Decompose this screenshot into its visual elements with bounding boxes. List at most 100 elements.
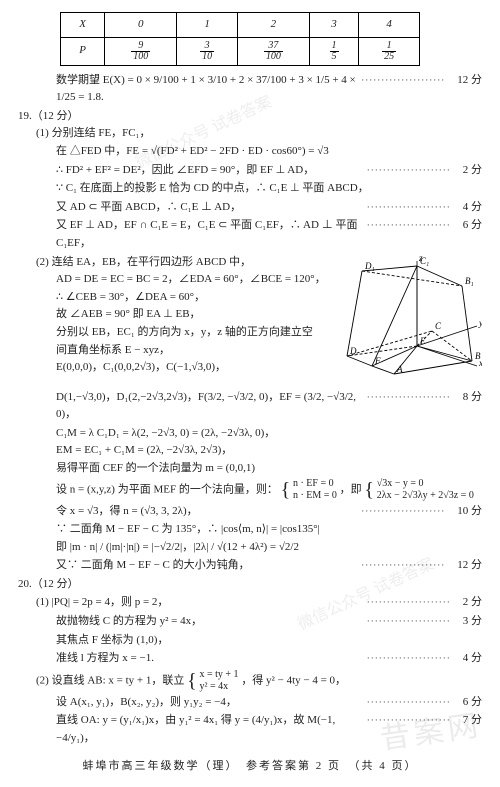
table-cell: 15 xyxy=(309,37,358,65)
dots xyxy=(363,389,455,407)
score: 3 分 xyxy=(455,613,482,631)
table-cell: X xyxy=(61,13,105,38)
eq-row: √3x − y = 0 xyxy=(377,478,424,489)
text: 设 n = (x,y,z) 为平面 MEF 的一个法向量，则： xyxy=(56,483,278,495)
text-line: D(1,−√3,0)，D₁(2,−2√3,2√3)，F(3/2, −√3/2, … xyxy=(18,389,482,424)
dots xyxy=(363,712,455,730)
text-line: (1) |PQ| = 2p = 4，则 p = 2， 2 分 xyxy=(18,594,482,612)
brace-icon: { xyxy=(364,481,374,499)
score: 10 分 xyxy=(449,503,482,521)
svg-text:D: D xyxy=(349,346,357,356)
text-line: 设 A(x₁, y₁)，B(x₂, y₂)，则 y₁y₂ = −4， 6 分 xyxy=(18,694,482,712)
svg-text:B₁: B₁ xyxy=(465,276,474,286)
text-line: 令 x = √3，得 n = (√3, 3, 2λ)， 10 分 xyxy=(18,503,482,521)
table-cell: 4 xyxy=(359,13,420,38)
dots xyxy=(357,557,449,575)
svg-text:A: A xyxy=(396,364,403,374)
eq-row: y² = 4x xyxy=(200,681,229,692)
dots xyxy=(357,72,449,90)
text: 直线 OA: y = (y₁/x₁)x，由 y₁² = 4x₁ 得 y = (4… xyxy=(56,712,363,747)
table-cell: 125 xyxy=(359,37,420,65)
text-line: ∴ FD² + EF² = DE²，因此 ∠EFD = 90°，即 EF ⊥ A… xyxy=(18,162,482,180)
eq-row: x = ty + 1 xyxy=(200,669,239,680)
text: D(1,−√3,0)，D₁(2,−2√3,2√3)，F(3/2, −√3/2, … xyxy=(56,389,363,424)
eq-row: n · EF = 0 xyxy=(293,478,334,489)
text-line: 准线 l 方程为 x = −1. 4 分 xyxy=(18,650,482,668)
eq-row: 2λx − 2√3λy + 2√3z = 0 xyxy=(377,490,474,501)
table-cell: 9100 xyxy=(105,37,177,65)
text: 设 A(x₁, y₁)，B(x₂, y₂)，则 y₁y₂ = −4， xyxy=(56,694,363,712)
text: 故抛物线 C 的方程为 y² = 4x， xyxy=(56,613,363,631)
equation-system-1: 设 n = (x,y,z) 为平面 MEF 的一个法向量，则： { n · EF… xyxy=(18,478,482,502)
svg-text:B: B xyxy=(475,351,481,361)
score: 12 分 xyxy=(449,557,482,575)
table-cell: 310 xyxy=(177,37,238,65)
text-line: 又 AD ⊂ 平面 ABCD，∴ C₁E ⊥ AD， 4 分 xyxy=(18,199,482,217)
text: ∴ FD² + EF² = DE²，因此 ∠EFD = 90°，即 EF ⊥ A… xyxy=(56,162,363,180)
eq-row: n · EM = 0 xyxy=(293,490,337,501)
dots xyxy=(363,650,455,668)
brace-icon: { xyxy=(187,672,197,690)
score: 4 分 xyxy=(455,199,482,217)
text: (1) |PQ| = 2p = 4，则 p = 2， xyxy=(36,594,363,612)
score: 7 分 xyxy=(455,712,482,730)
table-cell: 1 xyxy=(177,13,238,38)
text-line: 直线 OA: y = (y₁/x₁)x，由 y₁² = 4x₁ 得 y = (4… xyxy=(18,712,482,747)
svg-text:E: E xyxy=(419,336,426,346)
text: (2) 设直线 AB: x = ty + 1，联立 xyxy=(36,674,184,686)
text-line: 易得平面 CEF 的一个法向量为 m = (0,0,1) xyxy=(18,460,482,478)
text-line: 又∵ 二面角 M − EF − C 的大小为钝角， 12 分 xyxy=(18,557,482,575)
text-line: C₁M = λ C₁D₁ = λ(2, −2√3, 0) = (2λ, −2√3… xyxy=(18,425,482,443)
equation-system-2: (2) 设直线 AB: x = ty + 1，联立 { x = ty + 1 y… xyxy=(18,669,482,693)
text: ，得 y² − 4ty − 4 = 0， xyxy=(241,674,346,686)
dots xyxy=(363,594,455,612)
geometry-figure: zxyD₁C₁B₁DFAECB xyxy=(332,256,482,386)
text-line: EM = EC₁ + C₁M = (2λ, −2√3λ, 2√3)， xyxy=(18,442,482,460)
text: 又 EF ⊥ AD，EF ∩ C₁E = E，C₁E ⊂ 平面 C₁EF，∴ A… xyxy=(56,217,363,252)
table-cell: P xyxy=(61,37,105,65)
text: ，即 xyxy=(340,483,362,495)
text: 又 AD ⊂ 平面 ABCD，∴ C₁E ⊥ AD， xyxy=(56,199,363,217)
svg-text:y: y xyxy=(478,318,482,328)
question-19: 19.（12 分） xyxy=(18,108,482,126)
question-20: 20.（12 分） xyxy=(18,576,482,594)
text: 又∵ 二面角 M − EF − C 的大小为钝角， xyxy=(56,557,357,575)
score: 6 分 xyxy=(455,217,482,235)
table-cell: 37100 xyxy=(237,37,309,65)
dots xyxy=(363,217,455,235)
text-line: ∵ 二面角 M − EF − C 为 135°，∴ |cos⟨m, n⟩| = … xyxy=(18,521,482,539)
dots xyxy=(357,503,449,521)
text: 准线 l 方程为 x = −1. xyxy=(56,650,363,668)
svg-text:C₁: C₁ xyxy=(420,256,429,266)
score: 2 分 xyxy=(455,594,482,612)
table-row: X 0 1 2 3 4 xyxy=(61,13,420,38)
table-cell: 0 xyxy=(105,13,177,38)
dots xyxy=(363,162,455,180)
score: 2 分 xyxy=(455,162,482,180)
table-cell: 3 xyxy=(309,13,358,38)
brace-icon: { xyxy=(281,481,291,499)
svg-text:D₁: D₁ xyxy=(364,261,375,271)
score: 4 分 xyxy=(455,650,482,668)
score: 8 分 xyxy=(455,389,482,407)
probability-table: X 0 1 2 3 4 P 9100 310 37100 15 125 xyxy=(60,12,420,66)
table-cell: 2 xyxy=(237,13,309,38)
page-footer: 蚌埠市高三年级数学（理） 参考答案第 2 页 （共 4 页） xyxy=(18,758,482,776)
text-line: 其焦点 F 坐标为 (1,0)， xyxy=(18,632,482,650)
text: 令 x = √3，得 n = (√3, 3, 2λ)， xyxy=(56,503,357,521)
score: 6 分 xyxy=(455,694,482,712)
expectation-line: 数学期望 E(X) = 0 × 9/100 + 1 × 3/10 + 2 × 3… xyxy=(18,72,482,107)
text-line: 在 △FED 中，FE = √(FD² + ED² − 2FD · ED · c… xyxy=(18,143,482,161)
text-line: 又 EF ⊥ AD，EF ∩ C₁E = E，C₁E ⊂ 平面 C₁EF，∴ A… xyxy=(18,217,482,252)
text-line: (1) 分别连结 FE，FC₁， xyxy=(18,125,482,143)
svg-text:F: F xyxy=(374,356,381,366)
text-line: 即 |m · n| / (|m|·|n|) = |−√2/2|，|2λ| / √… xyxy=(18,539,482,557)
dots xyxy=(363,199,455,217)
score: 12 分 xyxy=(449,72,482,90)
text-line: 故抛物线 C 的方程为 y² = 4x， 3 分 xyxy=(18,613,482,631)
text: 数学期望 E(X) = 0 × 9/100 + 1 × 3/10 + 2 × 3… xyxy=(56,72,357,107)
dots xyxy=(363,694,455,712)
text-line: ∵ C₁ 在底面上的投影 E 恰为 CD 的中点，∴ C₁E ⊥ 平面 ABCD… xyxy=(18,180,482,198)
dots xyxy=(363,613,455,631)
svg-text:C: C xyxy=(435,321,442,331)
